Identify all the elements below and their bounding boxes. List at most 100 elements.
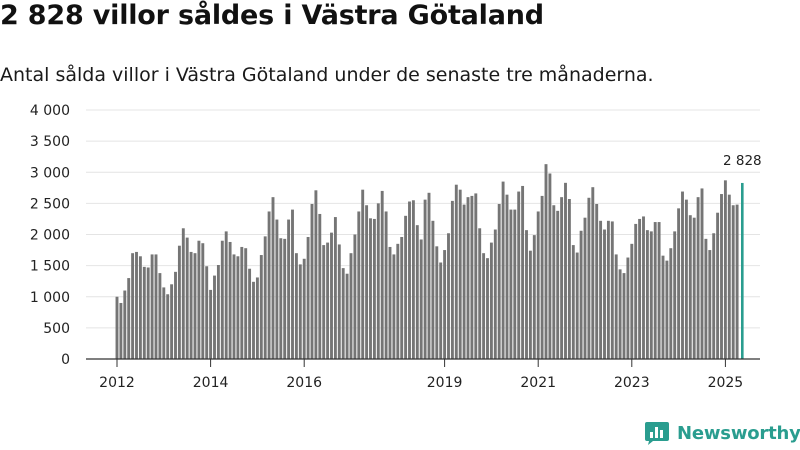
bar [525, 230, 528, 359]
bar [645, 230, 649, 359]
bar [193, 253, 197, 359]
bar [158, 273, 162, 359]
bar [411, 200, 415, 359]
bar [731, 205, 735, 359]
bar [259, 255, 263, 359]
bar [528, 250, 532, 359]
bar [591, 187, 595, 359]
bar [431, 220, 435, 359]
bar [649, 231, 653, 359]
bar [119, 302, 123, 359]
bar [626, 257, 630, 359]
bar [735, 204, 739, 359]
bar [185, 237, 189, 359]
bar [337, 244, 341, 359]
bar [142, 266, 146, 359]
bar [544, 164, 548, 359]
bar [127, 278, 131, 359]
bar [603, 229, 606, 359]
bar [489, 242, 493, 359]
x-tick-label: 2016 [286, 375, 322, 391]
x-tick-label: 2021 [520, 375, 556, 391]
bar [571, 245, 575, 359]
bar [517, 191, 521, 359]
x-tick-label: 2014 [193, 375, 229, 391]
bar [135, 251, 138, 359]
x-tick-label: 2012 [99, 375, 135, 391]
bar [205, 266, 209, 359]
bar [482, 253, 486, 359]
bar-chart-logo-icon [645, 422, 669, 445]
bar [669, 248, 673, 359]
bar [115, 296, 119, 359]
bar [287, 219, 291, 359]
bar [131, 253, 135, 359]
bar [677, 208, 681, 359]
bar [665, 260, 669, 359]
bar [450, 200, 454, 359]
bar [166, 294, 170, 359]
bar [314, 190, 318, 359]
bar [575, 252, 579, 359]
bar [228, 241, 232, 359]
bar [552, 205, 556, 359]
bar [618, 269, 622, 359]
bar [322, 245, 326, 359]
y-tick-label: 3 000 [30, 165, 70, 181]
y-tick-label: 1 000 [30, 290, 70, 306]
bar [372, 218, 376, 359]
x-tick-label: 2019 [427, 375, 463, 391]
bar [369, 218, 372, 359]
bar [439, 262, 443, 359]
bar [177, 245, 181, 359]
bar [505, 194, 509, 359]
bar [349, 253, 353, 359]
bar [501, 181, 505, 359]
bar [310, 203, 314, 359]
bar [213, 275, 216, 359]
bar [727, 194, 731, 359]
bar [610, 221, 614, 359]
bar [138, 256, 142, 359]
bar [209, 289, 213, 359]
bar [681, 191, 684, 359]
bar [162, 287, 166, 359]
bar [345, 273, 349, 359]
bar [388, 246, 392, 359]
y-tick-label: 500 [43, 321, 70, 337]
bar [614, 254, 618, 359]
bar [330, 232, 333, 359]
bar [684, 199, 688, 359]
bar [556, 210, 560, 359]
bar [294, 253, 298, 359]
bar [240, 246, 244, 359]
y-tick-label: 4 000 [30, 103, 70, 119]
bar [392, 254, 396, 359]
bar [170, 284, 174, 359]
bar [474, 193, 478, 359]
bar [560, 197, 564, 359]
x-axis-ticks: 2012 2014 2016 2019 2021 2023 2025 [99, 359, 743, 391]
bar [630, 243, 634, 359]
bar [521, 185, 525, 359]
latest-value-label: 2 828 [723, 153, 762, 169]
bar [396, 243, 400, 359]
bar [224, 231, 228, 359]
bar [497, 203, 501, 359]
bar [688, 215, 692, 359]
chart-subtitle: Antal sålda villor i Västra Götaland und… [0, 64, 654, 86]
bar [123, 290, 127, 359]
bar [634, 223, 638, 359]
bar [298, 264, 302, 359]
bar [197, 240, 201, 359]
bar [423, 199, 427, 359]
bar [462, 204, 466, 359]
bar [302, 258, 306, 359]
bar [622, 273, 626, 359]
bar [146, 267, 150, 359]
bar [712, 233, 716, 359]
y-tick-label: 0 [61, 352, 70, 368]
bar [154, 254, 158, 359]
bar [673, 231, 677, 359]
